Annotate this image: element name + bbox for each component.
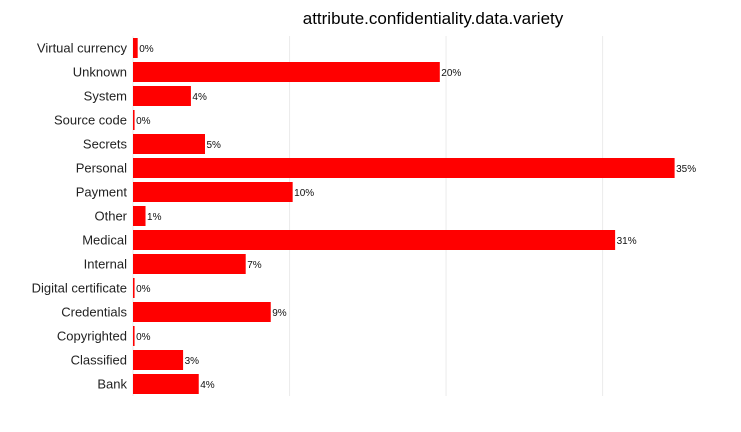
bar-4 xyxy=(133,134,206,154)
bar-14 xyxy=(133,374,199,394)
category-label-8: Medical xyxy=(82,233,127,248)
bar-9 xyxy=(133,254,246,274)
data-label-0: 0% xyxy=(139,44,154,55)
bar-11 xyxy=(133,302,271,322)
bar-5 xyxy=(133,158,675,178)
data-label-11: 9% xyxy=(272,308,287,319)
category-label-5: Personal xyxy=(76,161,127,176)
category-label-6: Payment xyxy=(76,185,128,200)
grid-lines xyxy=(132,36,604,396)
category-labels: Virtual currency Unknown System Source code… xyxy=(32,41,128,392)
category-label-12: Copyrighted xyxy=(57,329,127,344)
bar-13 xyxy=(133,350,184,370)
category-label-14: Bank xyxy=(97,377,127,392)
data-label-4: 5% xyxy=(207,140,222,151)
category-label-11: Credentials xyxy=(61,305,127,320)
data-label-12: 0% xyxy=(136,332,151,343)
data-label-8: 31% xyxy=(617,236,637,247)
category-label-2: System xyxy=(84,89,127,104)
category-label-4: Secrets xyxy=(83,137,128,152)
data-label-14: 4% xyxy=(200,380,215,391)
bar-3 xyxy=(133,110,135,130)
bar-8 xyxy=(133,230,616,250)
data-label-1: 20% xyxy=(441,68,461,79)
data-label-9: 7% xyxy=(247,260,262,271)
bar-0 xyxy=(133,38,138,58)
bars xyxy=(133,38,675,394)
data-label-10: 0% xyxy=(136,284,151,295)
category-label-3: Source code xyxy=(54,113,127,128)
category-label-7: Other xyxy=(94,209,127,224)
bar-2 xyxy=(133,86,191,106)
bar-1 xyxy=(133,62,440,82)
category-label-0: Virtual currency xyxy=(37,41,128,56)
category-label-13: Classified xyxy=(71,353,127,368)
category-label-9: Internal xyxy=(84,257,127,272)
data-label-7: 1% xyxy=(147,212,162,223)
data-labels: 0% 20% 4% 0% 5% 35% 10% 1% 31% 7% 0% 9% 0% 3% 4% xyxy=(136,44,696,391)
chart-title: attribute.confidentiality.data.variety xyxy=(303,9,564,28)
data-label-2: 4% xyxy=(192,92,207,103)
bar-10 xyxy=(133,278,135,298)
category-label-10: Digital certificate xyxy=(32,281,127,296)
data-label-6: 10% xyxy=(294,188,314,199)
data-label-13: 3% xyxy=(185,356,200,367)
data-label-3: 0% xyxy=(136,116,151,127)
bar-12 xyxy=(133,326,135,346)
data-label-5: 35% xyxy=(676,164,696,175)
bar-6 xyxy=(133,182,293,202)
category-label-1: Unknown xyxy=(73,65,127,80)
bar-7 xyxy=(133,206,146,226)
